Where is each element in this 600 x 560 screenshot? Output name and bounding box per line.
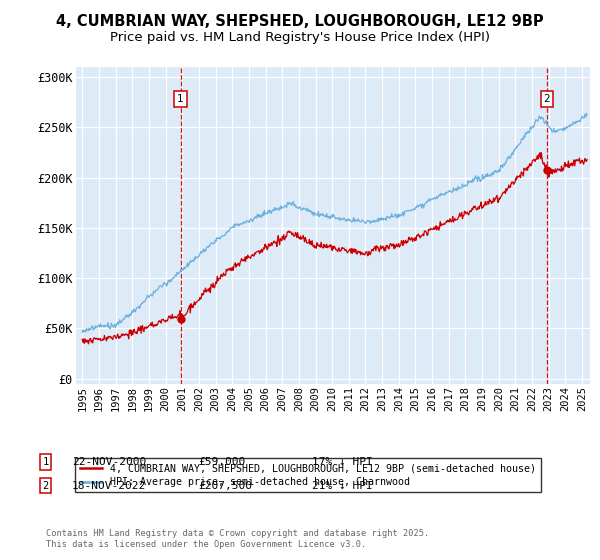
Text: 2: 2: [43, 480, 49, 491]
Text: 17% ↓ HPI: 17% ↓ HPI: [312, 457, 373, 467]
Text: 4, CUMBRIAN WAY, SHEPSHED, LOUGHBOROUGH, LE12 9BP: 4, CUMBRIAN WAY, SHEPSHED, LOUGHBOROUGH,…: [56, 14, 544, 29]
Text: 1: 1: [177, 94, 184, 104]
Legend: 4, CUMBRIAN WAY, SHEPSHED, LOUGHBOROUGH, LE12 9BP (semi-detached house), HPI: Av: 4, CUMBRIAN WAY, SHEPSHED, LOUGHBOROUGH,…: [76, 458, 541, 492]
Text: £59,000: £59,000: [198, 457, 245, 467]
Text: 2: 2: [544, 94, 550, 104]
Text: 21% ↓ HPI: 21% ↓ HPI: [312, 480, 373, 491]
Text: 22-NOV-2000: 22-NOV-2000: [72, 457, 146, 467]
Text: Price paid vs. HM Land Registry's House Price Index (HPI): Price paid vs. HM Land Registry's House …: [110, 31, 490, 44]
Text: 18-NOV-2022: 18-NOV-2022: [72, 480, 146, 491]
Text: 1: 1: [43, 457, 49, 467]
Text: Contains HM Land Registry data © Crown copyright and database right 2025.
This d: Contains HM Land Registry data © Crown c…: [46, 529, 429, 549]
Text: £207,500: £207,500: [198, 480, 252, 491]
